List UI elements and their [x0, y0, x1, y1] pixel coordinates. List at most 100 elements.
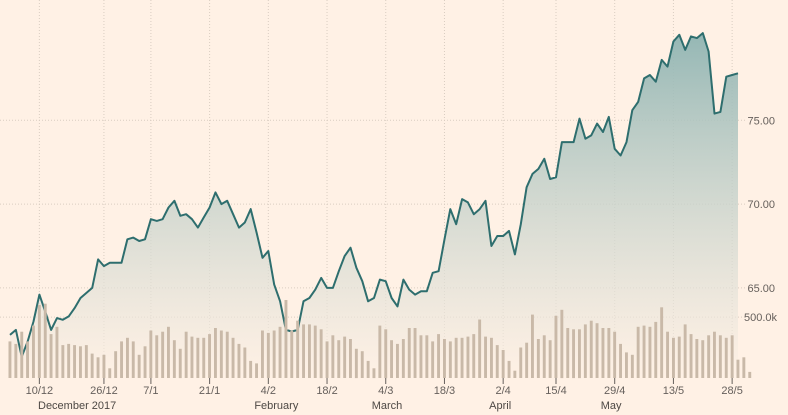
volume-bar — [237, 343, 241, 378]
month-label: December 2017 — [38, 400, 116, 412]
volume-bar — [425, 335, 429, 378]
volume-bar — [448, 341, 452, 378]
volume-bar — [718, 335, 722, 378]
volume-bar — [724, 337, 728, 378]
volume-bar — [578, 329, 581, 379]
volume-bar — [642, 325, 646, 378]
volume-bar — [84, 345, 88, 378]
volume-bar — [8, 341, 12, 378]
month-label: March — [372, 400, 403, 412]
x-tick-label: 7/1 — [143, 385, 158, 397]
x-tick-label: 4/3 — [378, 385, 393, 397]
volume-bar — [625, 352, 628, 378]
x-tick-label: 26/12 — [90, 385, 118, 397]
price-tick-label: 70.00 — [747, 199, 775, 211]
volume-bar — [302, 324, 305, 378]
y-axis-labels: 75.00 70.00 65.00 500.0k — [744, 115, 778, 324]
volume-bar — [730, 335, 734, 378]
volume-bar — [595, 323, 599, 378]
volume-bar — [172, 340, 176, 378]
volume-bar — [178, 348, 182, 379]
volume-bar — [261, 330, 264, 378]
volume-bar — [701, 340, 705, 378]
volume-bar — [49, 334, 53, 378]
volume-bar — [331, 335, 335, 378]
volume-bar — [660, 307, 664, 378]
volume-bar — [654, 321, 658, 378]
volume-bar — [325, 341, 329, 378]
volume-bar — [536, 339, 540, 378]
volume-bar — [214, 328, 217, 378]
volume-bar — [108, 368, 112, 379]
volume-bar — [413, 328, 417, 378]
volume-bar — [155, 335, 159, 378]
volume-bar — [55, 326, 59, 378]
volume-bar — [566, 328, 570, 378]
volume-bar — [131, 341, 135, 378]
volume-bar — [390, 340, 393, 378]
volume-bar — [372, 368, 376, 379]
volume-bar — [619, 343, 622, 378]
volume-bar — [161, 331, 165, 378]
volume-bar — [366, 360, 370, 378]
volume-bar — [219, 330, 223, 378]
volume-bar — [149, 330, 153, 378]
x-tick-label: 13/5 — [663, 385, 684, 397]
volume-bar — [478, 319, 482, 378]
volume-bar — [454, 337, 458, 378]
volume-bar — [360, 351, 364, 378]
month-label: April — [489, 400, 511, 412]
volume-bar — [43, 303, 47, 378]
x-tick-label: 15/4 — [545, 385, 566, 397]
volume-bar — [460, 337, 464, 378]
price-line — [9, 32, 739, 358]
x-axis-labels: 10/12 26/12 7/1 21/1 4/2 18/2 4/3 18/3 2/4 15/4 29… — [26, 378, 743, 397]
volume-bar — [79, 346, 82, 378]
volume-bar — [507, 360, 511, 378]
volume-bar — [589, 320, 593, 378]
volume-bar — [630, 354, 634, 378]
volume-bar — [419, 335, 423, 378]
volume-bar — [278, 326, 282, 378]
volume-bar — [96, 357, 100, 378]
volume-bar — [495, 345, 499, 378]
volume-bar — [284, 300, 288, 378]
volume-bar — [354, 348, 358, 379]
volume-bar — [713, 331, 716, 378]
volume-bar — [114, 351, 118, 378]
volume-bar — [290, 330, 294, 378]
volume-bar — [349, 339, 352, 378]
volume-bar — [484, 336, 487, 378]
price-tick-label: 65.00 — [747, 283, 775, 295]
volume-bar — [572, 329, 575, 379]
price-tick-label: 75.00 — [747, 115, 775, 127]
volume-bar — [443, 339, 446, 378]
volume-bar — [437, 334, 440, 378]
volume-bar — [490, 337, 493, 378]
x-tick-label: 21/1 — [199, 385, 220, 397]
volume-bar — [73, 345, 76, 378]
volume-bar — [126, 337, 129, 378]
x-tick-label: 29/4 — [604, 385, 625, 397]
volume-bar — [666, 331, 669, 378]
volume-bar — [513, 370, 517, 378]
volume-bar — [225, 331, 229, 378]
volume-bar — [407, 328, 411, 378]
volume-bar — [184, 331, 188, 378]
x-tick-label: 18/3 — [434, 385, 455, 397]
volume-bar — [313, 325, 317, 378]
volume-bar — [196, 337, 200, 378]
price-series — [9, 32, 739, 378]
volume-bar — [648, 326, 652, 378]
volume-bar — [601, 328, 605, 378]
volume-bar — [143, 346, 147, 378]
volume-bar — [542, 335, 546, 378]
volume-bar — [14, 343, 18, 378]
month-label: February — [254, 400, 299, 412]
volume-series — [8, 300, 752, 379]
x-tick-label: 10/12 — [26, 385, 54, 397]
volume-bar — [636, 326, 640, 378]
month-labels: December 2017 February March April May — [38, 400, 622, 412]
volume-bar — [102, 354, 106, 378]
